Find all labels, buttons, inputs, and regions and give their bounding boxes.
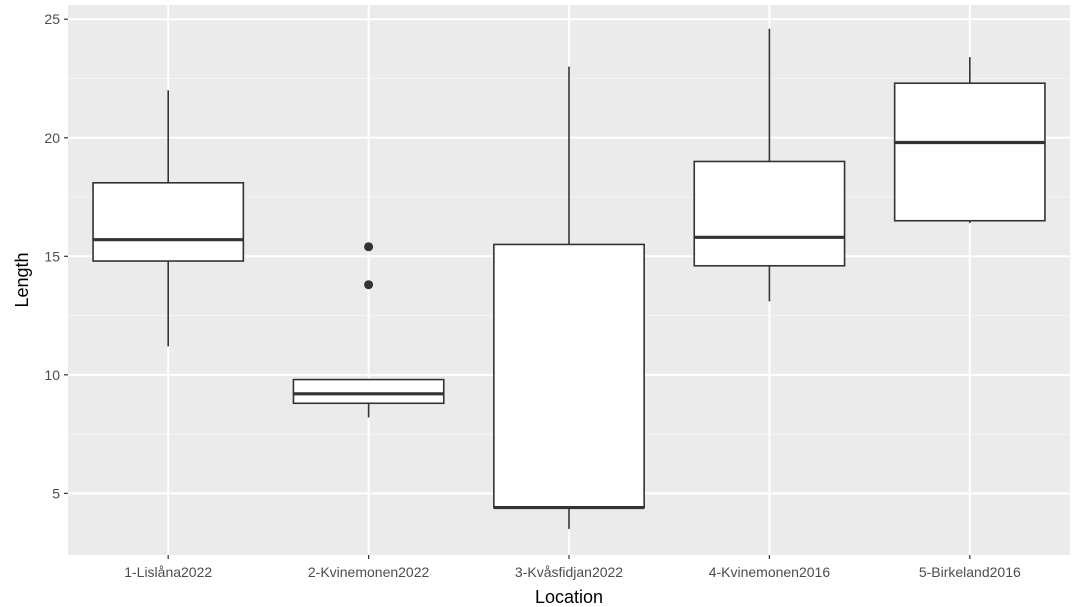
box-series — [92, 28, 1046, 529]
box-1 — [92, 90, 245, 347]
box-body — [92, 182, 245, 262]
x-tick-label: 1-Lislåna2022 — [124, 564, 212, 580]
x-tick-label: 4-Kvinemonen2016 — [709, 564, 831, 580]
box-body — [893, 82, 1046, 222]
box-3 — [493, 66, 645, 529]
x-tick-label: 3-Kvåsfidjan2022 — [515, 564, 623, 580]
x-axis: 1-Lislåna2022 2-Kvinemonen2022 3-Kvåsfidja… — [124, 555, 1021, 580]
y-tick-label: 15 — [44, 248, 60, 264]
y-tick-label: 10 — [44, 367, 60, 383]
box-body — [693, 160, 846, 267]
x-tick-label: 5-Birkeland2016 — [919, 564, 1021, 580]
y-axis: 5 10 15 20 25 — [44, 11, 68, 501]
box-body — [292, 378, 445, 405]
box-body — [493, 243, 645, 509]
outlier-point — [364, 280, 374, 290]
box-5 — [893, 57, 1046, 224]
y-tick-label: 25 — [44, 11, 60, 27]
x-tick-label: 2-Kvinemonen2022 — [308, 564, 430, 580]
box-4 — [693, 28, 846, 302]
y-axis-title: Length — [12, 252, 32, 307]
y-tick-label: 5 — [52, 485, 60, 501]
box-2 — [292, 242, 445, 418]
y-tick-label: 20 — [44, 130, 60, 146]
x-axis-title: Location — [535, 587, 603, 607]
outlier-point — [364, 242, 374, 252]
